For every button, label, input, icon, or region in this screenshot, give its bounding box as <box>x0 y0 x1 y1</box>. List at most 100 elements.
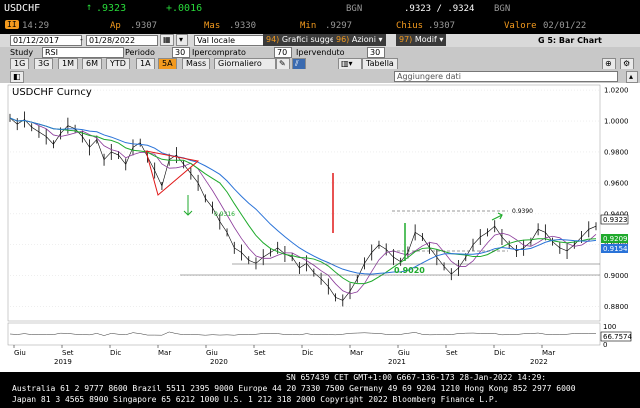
ma-long-line <box>9 117 597 275</box>
oversold-label: Ipervenduto <box>296 48 345 57</box>
y-tick-label: 1.0200 <box>604 87 629 95</box>
overbought-input[interactable]: 70 <box>274 47 292 58</box>
add-data-bar: ◧ Aggiungere dati ▴ <box>0 69 640 83</box>
plot-frame <box>7 84 601 322</box>
open-value: .9307 <box>130 21 158 31</box>
ma1-tag-text: 0.9209 <box>603 235 628 243</box>
ma-medium-line <box>9 117 597 285</box>
rsi-value-tag <box>600 331 632 342</box>
actions-number: 96) <box>336 35 350 44</box>
close-label: Chius <box>396 21 424 31</box>
bid-ask: .9323 / .9324 <box>404 4 475 14</box>
year-label: 2022 <box>530 358 548 366</box>
y-tick-label: 0.9600 <box>604 179 629 187</box>
overbought-label: Ipercomprato <box>192 48 246 57</box>
green-arrow-icon <box>491 212 503 221</box>
pin-icon[interactable]: ◧ <box>10 71 24 83</box>
high-value: .9330 <box>229 21 257 31</box>
x-tick-label: Set <box>62 349 74 357</box>
study-label: Study <box>10 48 34 57</box>
low-value: .9297 <box>325 21 353 31</box>
rsi-line <box>9 331 597 336</box>
x-tick-label: Dic <box>302 349 313 357</box>
year-label: 2020 <box>210 358 228 366</box>
x-axis: Giu Set Dic Mar Giu Set Dic Mar Giu Set Dic Mar 2019… <box>13 345 555 366</box>
suggested-charts-button[interactable]: 94) Grafici suggeriti <box>263 34 349 46</box>
open-label: Ap <box>110 21 121 31</box>
chart-title: G 5: Bar Chart <box>538 36 602 45</box>
ask-source: BGN <box>494 4 511 14</box>
time: 14:29 <box>22 21 50 31</box>
value-date-label: Valore <box>504 21 537 31</box>
actions-label: Azioni <box>351 35 376 44</box>
x-tick-label: Set <box>446 349 458 357</box>
modify-button[interactable]: 97) Modif ▾ <box>396 34 447 46</box>
chart-type-icon[interactable]: ▥▾ <box>338 58 362 70</box>
bloomberg-footer: SN 657439 CET GMT+1:00 G667-136-173 28-J… <box>0 372 640 408</box>
value-date: 02/01/22 <box>543 21 587 31</box>
last-price-tag-text: 0.9323 <box>603 216 628 224</box>
rsi-bottom-label: 0 <box>603 341 607 349</box>
ma1-tag <box>601 234 628 243</box>
y-tick-label: 0.9400 <box>604 210 629 218</box>
support-annotation: 0.9020 <box>394 266 425 275</box>
ma2-tag-text: 0.9154 <box>603 245 628 253</box>
study-bar: Study RSI Periodo 30 Ipercomprato 70 Ipe… <box>0 47 640 58</box>
up-arrow-icon: ↑ <box>86 2 93 13</box>
range-bar: 1G 3G 1M 6M YTD 1A 5A Mass Giornaliero ✎… <box>0 58 640 70</box>
last-price: .9323 <box>96 3 127 14</box>
down-arrow-icon <box>183 195 193 216</box>
currency-select[interactable]: Val locale <box>194 35 266 46</box>
close-value: .9307 <box>428 21 456 31</box>
x-tick-label: Giu <box>398 349 410 357</box>
top-annotation: 0.9390 <box>512 208 533 215</box>
period-input[interactable]: 30 <box>172 47 190 58</box>
start-date-input[interactable]: 01/12/2017 <box>10 35 82 46</box>
ma-short-line <box>9 117 597 295</box>
y-tick-label: 0.9000 <box>604 272 629 280</box>
rsi-top-label: 100 <box>603 323 616 331</box>
collapse-icon[interactable]: ▴ <box>626 71 638 83</box>
x-tick-label: Set <box>254 349 266 357</box>
oversold-input[interactable]: 30 <box>367 47 385 58</box>
x-tick-label: Giu <box>14 349 26 357</box>
price-change: +.0016 <box>166 3 203 14</box>
last-price-tag <box>600 214 629 225</box>
year-label: 2019 <box>54 358 72 366</box>
rsi-value-text: 66.7574 <box>603 333 632 341</box>
ticker: USDCHF <box>4 3 41 14</box>
y-tick-label: 1.0000 <box>604 118 629 126</box>
contact-line-1: Australia 61 2 9777 8600 Brazil 5511 239… <box>12 384 576 393</box>
series-layer <box>9 111 597 307</box>
x-tick-label: Mar <box>542 349 555 357</box>
grid-lines <box>10 89 600 307</box>
high-label: Mas <box>204 21 221 31</box>
period-label: Periodo <box>125 48 155 57</box>
add-data-input[interactable]: Aggiungere dati <box>394 71 618 82</box>
contact-line-2: Japan 81 3 4565 8900 Singapore 65 6212 1… <box>12 395 499 404</box>
triangle-pattern <box>145 150 200 196</box>
x-tick-label: Giu <box>206 349 218 357</box>
date-toolbar: 01/12/2017 - 01/28/2022 ▦ ▾ Val locale 9… <box>0 34 640 47</box>
actions-button[interactable]: 96) Azioni ▾ <box>333 34 386 46</box>
suggested-charts-label: Grafici suggeriti <box>281 35 346 44</box>
calendar-icon[interactable]: ▦ <box>160 34 174 46</box>
ma2-tag <box>601 244 628 253</box>
quote-stats: II 14:29 Ap .9307 Mas .9330 Min .9297 Ch… <box>0 18 640 34</box>
x-tick-label: Mar <box>350 349 363 357</box>
suggested-charts-number: 94) <box>266 35 280 44</box>
low-label: Min <box>300 21 317 31</box>
end-date-input[interactable]: 01/28/2022 <box>86 35 158 46</box>
x-tick-label: Dic <box>110 349 121 357</box>
price-chart[interactable]: USDCHF Curncy 1.0200 1.0000 0.9800 0.9600 0.… <box>0 83 640 373</box>
quote-header: USDCHF ↑ .9323 +.0016 BGN .9323 / .9324 … <box>0 0 640 18</box>
year-label: 2021 <box>388 358 406 366</box>
level-annotation: 0.9316 <box>214 211 235 218</box>
dropdown-arrow-icon[interactable]: ▾ <box>176 34 188 46</box>
date-separator: - <box>80 35 83 44</box>
study-select[interactable]: RSI <box>42 47 124 58</box>
chart-title-text: USDCHF Curncy <box>12 87 92 98</box>
session-info: SN 657439 CET GMT+1:00 G667-136-173 28-J… <box>286 373 547 382</box>
x-tick-label: Dic <box>494 349 505 357</box>
x-tick-label: Mar <box>158 349 171 357</box>
